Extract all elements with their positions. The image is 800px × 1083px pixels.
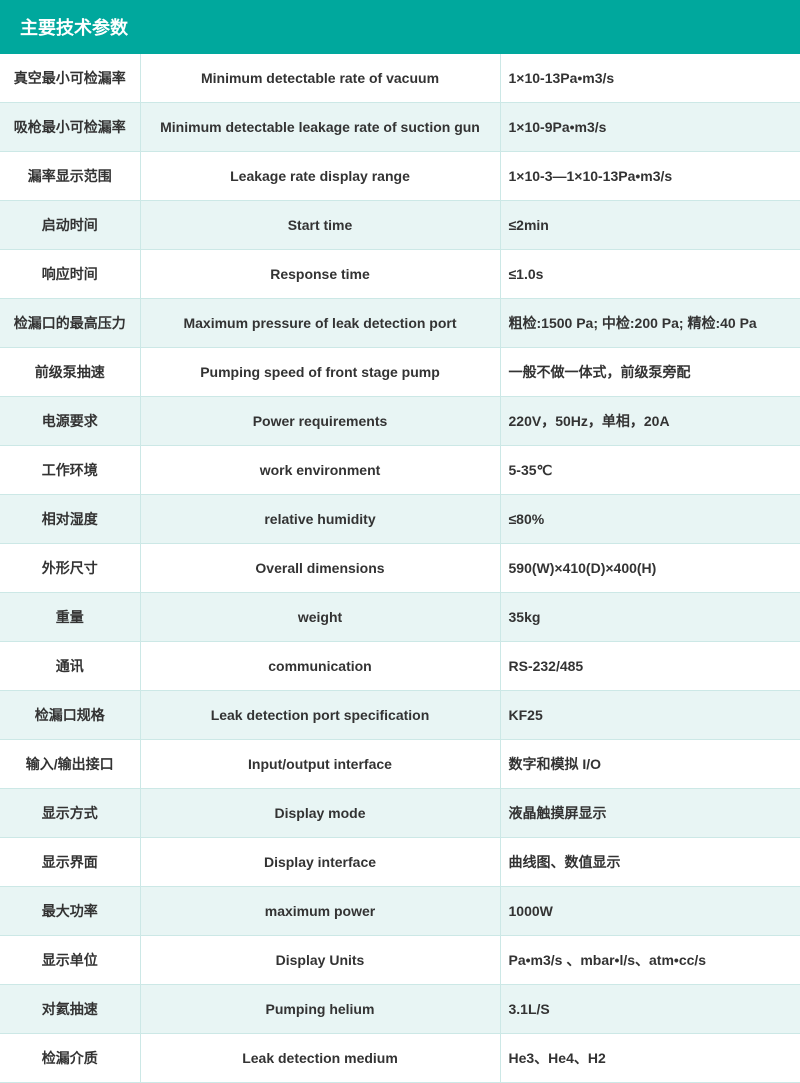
param-value: 曲线图、数值显示 (500, 838, 800, 887)
table-row: 检漏介质Leak detection mediumHe3、He4、H2 (0, 1034, 800, 1083)
param-value: 一般不做一体式，前级泵旁配 (500, 348, 800, 397)
param-value: 590(W)×410(D)×400(H) (500, 544, 800, 593)
param-name-en: Overall dimensions (140, 544, 500, 593)
param-value: Pa•m3/s 、mbar•l/s、atm•cc/s (500, 936, 800, 985)
table-row: 检漏口的最高压力Maximum pressure of leak detecti… (0, 299, 800, 348)
table-row: 前级泵抽速Pumping speed of front stage pump一般… (0, 348, 800, 397)
param-name-cn: 启动时间 (0, 201, 140, 250)
table-row: 显示方式Display mode液晶触摸屏显示 (0, 789, 800, 838)
param-name-cn: 电源要求 (0, 397, 140, 446)
param-value: 1×10-9Pa•m3/s (500, 103, 800, 152)
table-row: 响应时间Response time≤1.0s (0, 250, 800, 299)
param-value: ≤80% (500, 495, 800, 544)
table-row: 启动时间Start time≤2min (0, 201, 800, 250)
param-name-en: Minimum detectable rate of vacuum (140, 54, 500, 103)
table-row: 重量weight35kg (0, 593, 800, 642)
param-name-cn: 响应时间 (0, 250, 140, 299)
param-name-en: Power requirements (140, 397, 500, 446)
param-name-en: weight (140, 593, 500, 642)
param-value: 1×10-13Pa•m3/s (500, 54, 800, 103)
table-row: 检漏口规格Leak detection port specificationKF… (0, 691, 800, 740)
param-name-en: Pumping speed of front stage pump (140, 348, 500, 397)
param-value: 液晶触摸屏显示 (500, 789, 800, 838)
param-name-en: Display Units (140, 936, 500, 985)
table-row: 输入/输出接口Input/output interface数字和模拟 I/O (0, 740, 800, 789)
param-name-cn: 工作环境 (0, 446, 140, 495)
param-name-en: Leak detection medium (140, 1034, 500, 1083)
param-name-cn: 最大功率 (0, 887, 140, 936)
spec-table-body: 真空最小可检漏率Minimum detectable rate of vacuu… (0, 54, 800, 1083)
param-name-en: communication (140, 642, 500, 691)
param-name-cn: 检漏介质 (0, 1034, 140, 1083)
param-name-en: Leak detection port specification (140, 691, 500, 740)
table-header: 主要技术参数 (0, 0, 800, 54)
param-value: 3.1L/S (500, 985, 800, 1034)
param-name-cn: 输入/输出接口 (0, 740, 140, 789)
param-name-cn: 对氦抽速 (0, 985, 140, 1034)
table-row: 电源要求Power requirements220V，50Hz，单相，20A (0, 397, 800, 446)
table-row: 显示单位Display UnitsPa•m3/s 、mbar•l/s、atm•c… (0, 936, 800, 985)
param-value: 5-35℃ (500, 446, 800, 495)
param-name-en: Start time (140, 201, 500, 250)
spec-table: 真空最小可检漏率Minimum detectable rate of vacuu… (0, 54, 800, 1083)
param-name-en: Maximum pressure of leak detection port (140, 299, 500, 348)
table-row: 对氦抽速Pumping helium3.1L/S (0, 985, 800, 1034)
param-value: ≤1.0s (500, 250, 800, 299)
param-name-cn: 外形尺寸 (0, 544, 140, 593)
param-value: 35kg (500, 593, 800, 642)
param-name-en: relative humidity (140, 495, 500, 544)
param-name-cn: 显示界面 (0, 838, 140, 887)
param-name-cn: 检漏口的最高压力 (0, 299, 140, 348)
param-name-cn: 真空最小可检漏率 (0, 54, 140, 103)
table-row: 最大功率maximum power1000W (0, 887, 800, 936)
param-value: ≤2min (500, 201, 800, 250)
param-value: KF25 (500, 691, 800, 740)
param-name-cn: 漏率显示范围 (0, 152, 140, 201)
param-name-cn: 检漏口规格 (0, 691, 140, 740)
header-title: 主要技术参数 (20, 18, 128, 38)
param-value: 粗检:1500 Pa; 中检:200 Pa; 精检:40 Pa (500, 299, 800, 348)
table-row: 漏率显示范围Leakage rate display range1×10-3—1… (0, 152, 800, 201)
param-name-en: Response time (140, 250, 500, 299)
param-name-en: Display interface (140, 838, 500, 887)
param-name-cn: 前级泵抽速 (0, 348, 140, 397)
table-row: 工作环境work environment5-35℃ (0, 446, 800, 495)
table-row: 通讯communicationRS-232/485 (0, 642, 800, 691)
table-row: 真空最小可检漏率Minimum detectable rate of vacuu… (0, 54, 800, 103)
param-name-cn: 通讯 (0, 642, 140, 691)
param-name-en: Leakage rate display range (140, 152, 500, 201)
param-value: 数字和模拟 I/O (500, 740, 800, 789)
param-name-en: Display mode (140, 789, 500, 838)
param-name-en: maximum power (140, 887, 500, 936)
param-name-cn: 吸枪最小可检漏率 (0, 103, 140, 152)
param-value: 1000W (500, 887, 800, 936)
param-name-cn: 重量 (0, 593, 140, 642)
param-name-cn: 显示单位 (0, 936, 140, 985)
param-value: He3、He4、H2 (500, 1034, 800, 1083)
param-name-en: Pumping helium (140, 985, 500, 1034)
table-row: 吸枪最小可检漏率Minimum detectable leakage rate … (0, 103, 800, 152)
param-name-en: Input/output interface (140, 740, 500, 789)
table-row: 外形尺寸Overall dimensions590(W)×410(D)×400(… (0, 544, 800, 593)
param-value: 1×10-3—1×10-13Pa•m3/s (500, 152, 800, 201)
param-name-en: Minimum detectable leakage rate of sucti… (140, 103, 500, 152)
param-name-cn: 相对湿度 (0, 495, 140, 544)
param-value: 220V，50Hz，单相，20A (500, 397, 800, 446)
table-row: 显示界面Display interface曲线图、数值显示 (0, 838, 800, 887)
param-name-cn: 显示方式 (0, 789, 140, 838)
param-value: RS-232/485 (500, 642, 800, 691)
table-row: 相对湿度relative humidity≤80% (0, 495, 800, 544)
param-name-en: work environment (140, 446, 500, 495)
